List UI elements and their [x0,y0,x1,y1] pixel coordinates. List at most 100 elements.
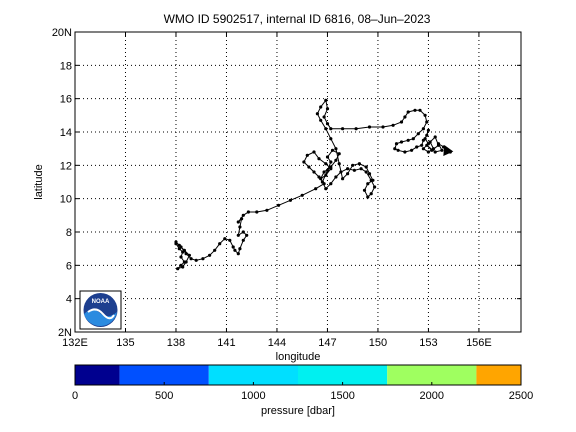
x-tick-label: 150 [369,337,387,349]
track-point [324,162,328,166]
x-tick-label: 144 [268,337,286,349]
track-point [240,217,244,221]
track-line [175,99,451,270]
colorbar-tick-label: 2000 [420,390,444,402]
colorbar-ticks: 0 500 1000 1500 2000 2500 [72,382,533,402]
track-point [228,238,232,242]
x-tick-label: 156E [466,337,492,349]
track-point [305,153,309,157]
track-point [223,237,227,241]
track-point [325,107,330,111]
track-point [381,125,385,129]
track-point [426,150,430,154]
track-point [366,182,370,186]
track-point [396,148,400,152]
chart-title: WMO ID 5902517, internal ID 6816, 08–Jun… [164,12,431,26]
track-point [337,152,341,156]
track-point [201,257,205,261]
track-point [364,165,368,169]
track-point [238,247,242,251]
y-tick-label: 20N [52,27,72,39]
colorbar [74,364,522,386]
track-point [189,257,193,261]
track-point [312,150,316,154]
track-point [334,175,338,179]
track-point [433,150,437,154]
track-point [241,238,245,242]
y-axis-label: latitude [33,164,45,199]
track-point [359,167,363,171]
track-point [187,253,191,257]
track-point [208,253,212,257]
track-point [236,252,240,256]
track-point [403,150,407,154]
track-point [317,157,321,161]
track-point [245,233,249,237]
track-point [325,155,330,159]
track-point [423,137,427,141]
track-point [369,192,373,196]
track-point [436,142,441,146]
track-point [314,187,318,191]
noaa-logo: NOAA [79,290,122,330]
logo-wave [84,309,117,327]
x-tick-label: 141 [217,337,235,349]
colorbar-segment [75,365,120,385]
track-point [325,168,330,172]
x-tick-label: 153 [419,337,437,349]
y-axis: 2N 4 6 8 10 12 14 16 18 20N [52,27,521,339]
track-point [213,248,217,252]
track-point [184,252,188,256]
track-point [182,248,186,252]
track-point [373,185,377,189]
y-tick-label: 10 [60,194,72,206]
track-point [425,133,429,137]
track-point [288,198,292,202]
track-point [351,163,355,167]
x-axis: 132E 135 138 141 144 147 150 153 156E [62,32,492,349]
track-point [399,120,404,124]
track-point [391,123,395,127]
track-point [423,113,427,117]
track-point [403,115,407,119]
track-point [312,170,316,174]
track-point [394,142,399,146]
track-point [420,143,424,147]
track-point [236,220,240,224]
track-point [366,195,370,199]
colorbar-segment [119,365,209,385]
track-point [416,132,420,136]
track-point [176,267,180,271]
y-tick-label: 12 [60,160,72,172]
logo-gull [87,308,115,320]
colorbar-tick-label: 1500 [330,390,354,402]
track-point [399,140,404,144]
track-point [418,108,422,112]
y-tick-label: 4 [66,294,72,306]
track-point [238,225,242,229]
colorbar-segment [298,365,388,385]
track-point [329,165,333,169]
track-point [315,112,319,116]
track-point [324,187,328,191]
track-point [319,177,323,181]
track-point [325,122,330,126]
track-point [255,210,259,214]
track-point [411,137,415,141]
track-point [184,260,188,264]
x-axis-label: longitude [276,351,321,363]
track-point [302,160,306,164]
track-point [362,188,367,192]
track-point [233,248,237,252]
y-tick-label: 14 [60,127,72,139]
track-point [413,108,417,112]
logo-lettering: NOAA [92,299,110,305]
y-tick-label: 6 [66,260,72,272]
track-point [367,172,372,176]
track-point [339,170,343,174]
x-tick-label: 135 [116,337,134,349]
track-point [324,98,328,102]
track-point [265,208,269,212]
track-point [430,148,434,152]
